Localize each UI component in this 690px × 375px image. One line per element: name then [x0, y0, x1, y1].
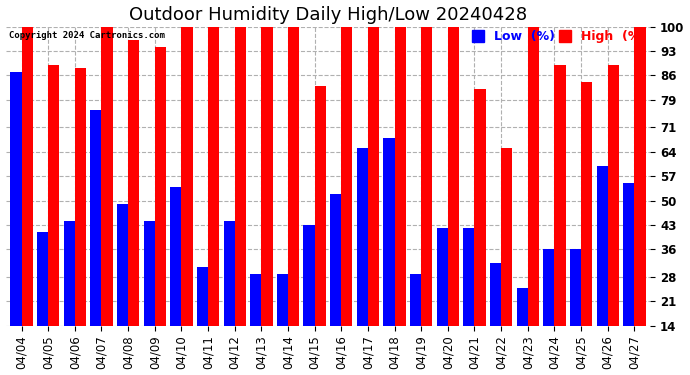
Bar	[101, 27, 112, 375]
Title: Outdoor Humidity Daily High/Low 20240428: Outdoor Humidity Daily High/Low 20240428	[129, 6, 527, 24]
Bar	[208, 27, 219, 375]
Bar	[448, 27, 459, 375]
Text: Copyright 2024 Cartronics.com: Copyright 2024 Cartronics.com	[9, 31, 165, 40]
Bar	[437, 228, 448, 375]
Bar	[623, 183, 634, 375]
Bar	[421, 27, 433, 375]
Bar	[117, 204, 128, 375]
Bar	[90, 110, 101, 375]
Bar	[330, 194, 342, 375]
Bar	[597, 166, 608, 375]
Bar	[543, 249, 555, 375]
Bar	[224, 221, 235, 375]
Bar	[250, 274, 262, 375]
Bar	[581, 82, 592, 375]
Bar	[144, 221, 155, 375]
Bar	[342, 27, 353, 375]
Bar	[10, 72, 21, 375]
Bar	[608, 65, 619, 375]
Bar	[37, 232, 48, 375]
Bar	[528, 27, 539, 375]
Bar	[262, 27, 273, 375]
Bar	[555, 65, 566, 375]
Bar	[48, 65, 59, 375]
Bar	[634, 27, 646, 375]
Bar	[128, 40, 139, 375]
Bar	[288, 27, 299, 375]
Bar	[170, 187, 181, 375]
Bar	[181, 27, 193, 375]
Bar	[75, 68, 86, 375]
Bar	[235, 27, 246, 375]
Bar	[490, 263, 501, 375]
Bar	[155, 47, 166, 375]
Bar	[384, 138, 395, 375]
Bar	[475, 89, 486, 375]
Bar	[368, 27, 379, 375]
Bar	[21, 27, 32, 375]
Bar	[410, 274, 421, 375]
Bar	[63, 221, 75, 375]
Bar	[517, 288, 528, 375]
Bar	[570, 249, 581, 375]
Bar	[197, 267, 208, 375]
Bar	[463, 228, 475, 375]
Bar	[315, 86, 326, 375]
Bar	[304, 225, 315, 375]
Bar	[501, 148, 513, 375]
Legend: Low  (%), High  (%): Low (%), High (%)	[469, 28, 649, 46]
Bar	[357, 148, 368, 375]
Bar	[277, 274, 288, 375]
Bar	[395, 27, 406, 375]
